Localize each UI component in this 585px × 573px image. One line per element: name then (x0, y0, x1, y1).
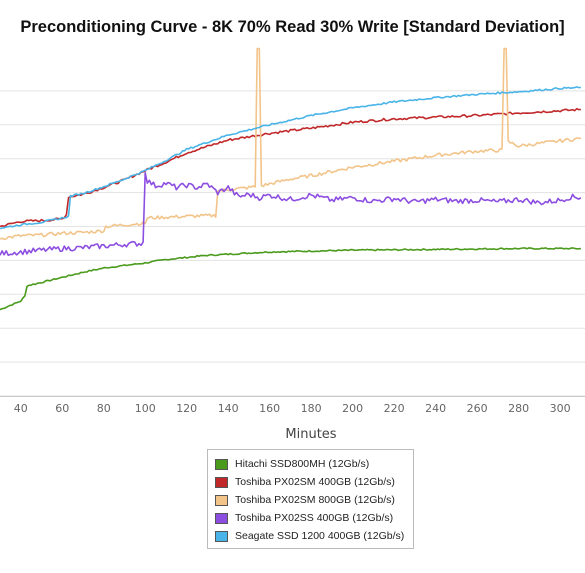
x-tick-label: 140 (218, 402, 239, 415)
series-line (0, 86, 581, 230)
x-tick-label: 300 (550, 402, 571, 415)
legend-label: Hitachi SSD800MH (12Gb/s) (235, 458, 370, 470)
legend-swatch (215, 476, 228, 488)
legend-label: Seagate SSD 1200 400GB (12Gb/s) (235, 530, 405, 542)
legend-item: Seagate SSD 1200 400GB (12Gb/s) (215, 527, 413, 545)
legend-item: Toshiba PX02SS 400GB (12Gb/s) (215, 509, 413, 527)
x-tick-label: 60 (55, 402, 69, 415)
series-line (0, 108, 581, 228)
series-layer (0, 47, 582, 311)
x-tick-label: 200 (342, 402, 363, 415)
series-line (0, 247, 582, 311)
grid-layer (0, 90, 585, 397)
x-axis-title: Minutes (285, 427, 336, 442)
x-tick-label: 160 (259, 402, 280, 415)
x-tick-label: 120 (176, 402, 197, 415)
x-tick-label: 220 (384, 402, 405, 415)
legend-item: Hitachi SSD800MH (12Gb/s) (215, 455, 413, 473)
x-tick-label: 40 (14, 402, 28, 415)
x-tick-label: 180 (301, 402, 322, 415)
series-line (0, 171, 582, 257)
x-tick-label: 240 (425, 402, 446, 415)
legend-item: Toshiba PX02SM 800GB (12Gb/s) (215, 491, 413, 509)
legend-swatch (215, 530, 228, 542)
legend-item: Toshiba PX02SM 400GB (12Gb/s) (215, 473, 413, 491)
legend-swatch (215, 458, 228, 470)
legend-label: Toshiba PX02SS 400GB (12Gb/s) (235, 512, 394, 524)
x-tick-labels: 40 60 80 100 120 140 160 180 200 220 240 260 280 300 (14, 402, 571, 415)
x-tick-label: 280 (508, 402, 529, 415)
legend: Hitachi SSD800MH (12Gb/s) Toshiba PX02SM … (207, 449, 414, 549)
legend-label: Toshiba PX02SM 400GB (12Gb/s) (235, 476, 395, 488)
series-line (0, 47, 581, 241)
legend-swatch (215, 494, 228, 506)
legend-swatch (215, 512, 228, 524)
x-tick-label: 100 (135, 402, 156, 415)
x-tick-label: 260 (467, 402, 488, 415)
x-tick-label: 80 (97, 402, 111, 415)
chart-title: Preconditioning Curve - 8K 70% Read 30% … (20, 18, 565, 36)
legend-label: Toshiba PX02SM 800GB (12Gb/s) (235, 494, 395, 506)
